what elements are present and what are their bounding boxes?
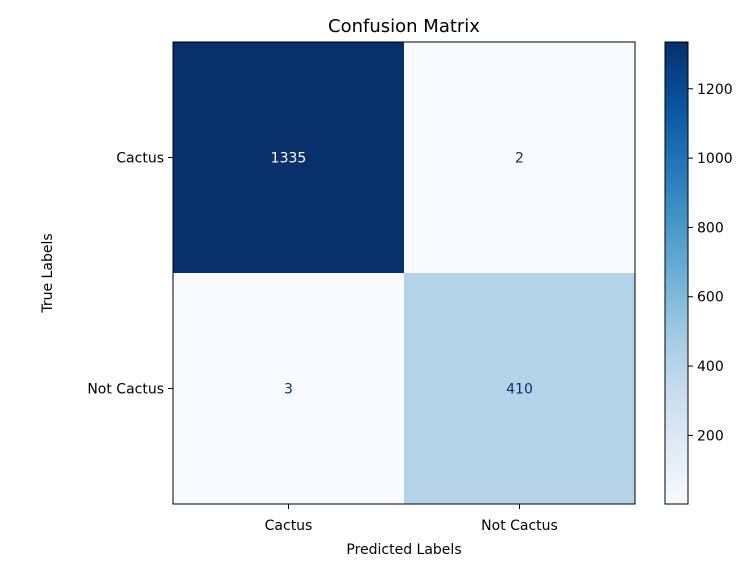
cell-value-labels: 1335 2 3 410 — [271, 151, 533, 398]
cell-value-label: 2 — [515, 151, 524, 167]
heatmap-cell — [404, 273, 635, 504]
cell-value-label: 410 — [506, 382, 533, 398]
cell-value-label: 3 — [284, 382, 293, 398]
colorbar: 200 400 600 800 1000 1200 — [664, 41, 733, 505]
y-axis-ticks: Cactus Not Cactus — [87, 151, 173, 398]
y-tick-label: Not Cactus — [87, 382, 164, 398]
y-axis-label: True Labels — [40, 233, 56, 313]
heatmap-cell — [173, 42, 404, 273]
y-tick-label: Cactus — [116, 151, 164, 167]
colorbar-tick-label: 800 — [697, 220, 724, 236]
x-tick-label: Cactus — [265, 518, 313, 534]
cell-value-label: 1335 — [271, 151, 307, 167]
heatmap-cell — [173, 273, 404, 504]
heatmap-cells — [173, 42, 635, 504]
colorbar-tick-label: 600 — [697, 290, 724, 306]
colorbar-tick-label: 400 — [697, 359, 724, 375]
plot-frame — [172, 41, 636, 505]
heatmap-cell — [404, 42, 635, 273]
colorbar-gradient — [665, 42, 688, 504]
x-axis-ticks: Cactus Not Cactus — [265, 504, 558, 534]
x-tick-label: Not Cactus — [481, 518, 558, 534]
colorbar-tick-label: 1200 — [697, 82, 733, 98]
colorbar-frame — [664, 41, 689, 505]
colorbar-tick-label: 200 — [697, 428, 724, 444]
chart-title: Confusion Matrix — [328, 16, 480, 37]
x-axis-label: Predicted Labels — [346, 542, 461, 558]
colorbar-tick-label: 1000 — [697, 151, 733, 167]
colorbar-ticks: 200 400 600 800 1000 1200 — [688, 82, 733, 444]
